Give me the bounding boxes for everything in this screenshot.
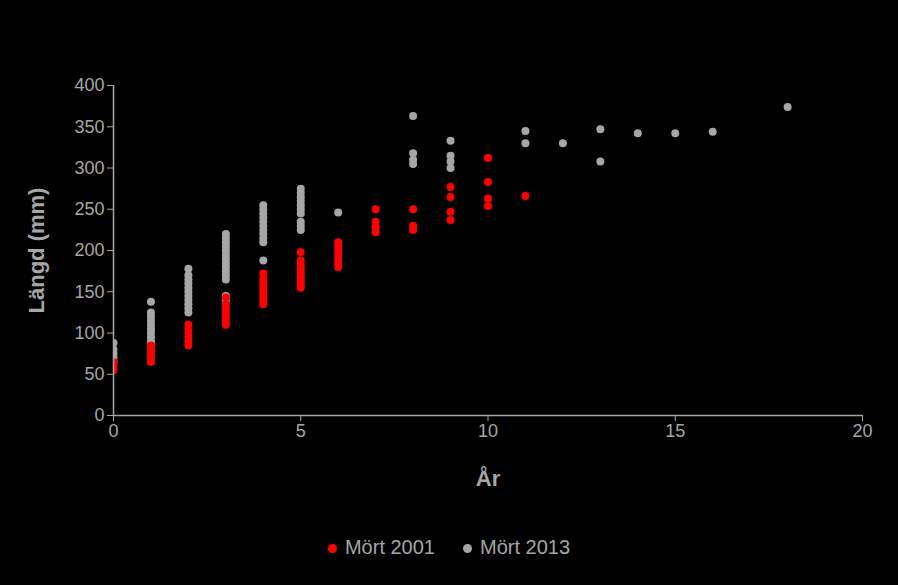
svg-text:250: 250 [74, 199, 104, 219]
html-text:Mört 2013: Mört 2013 [480, 536, 571, 558]
html-text:Mört: Mört [399, 62, 457, 92]
svg-text:10: 10 [478, 421, 498, 441]
svg-text:20: 20 [852, 421, 872, 441]
svg-text:5: 5 [296, 421, 306, 441]
svg-text:150: 150 [74, 282, 104, 302]
svg-text:400: 400 [74, 75, 104, 95]
svg-text:0: 0 [108, 421, 118, 441]
svg-text:350: 350 [74, 117, 104, 137]
html-text:Mört 2001: Mört 2001 [344, 536, 435, 558]
svg-text:300: 300 [74, 158, 104, 178]
svg-text:15: 15 [665, 421, 685, 441]
svg-text:0: 0 [94, 405, 104, 425]
svg-text:200: 200 [74, 240, 104, 260]
svg-text:100: 100 [74, 323, 104, 343]
svg-text:50: 50 [84, 364, 104, 384]
svg-text:År: År [476, 465, 501, 491]
svg-text:Längd (mm): Längd (mm) [24, 188, 49, 314]
